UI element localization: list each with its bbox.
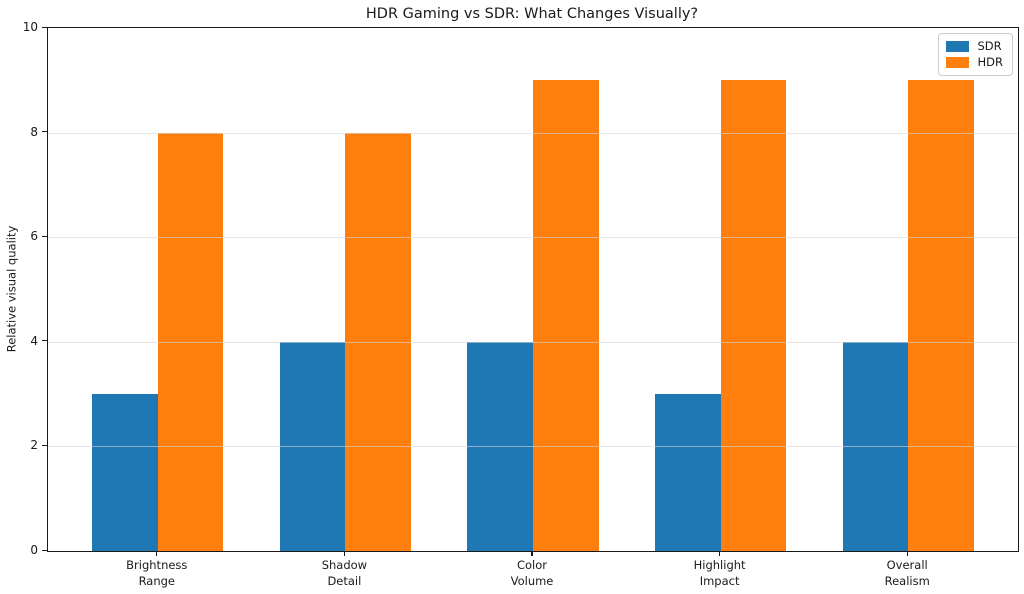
legend-label-hdr: HDR [977,54,1004,69]
x-tick-label-3: Highlight Impact [693,558,746,588]
x-tick-mark-4 [906,551,908,556]
chart-title: HDR Gaming vs SDR: What Changes Visually… [365,6,699,22]
x-tick-label-4: Overall Realism [884,558,930,588]
x-tick-label-2: Color Volume [510,558,554,588]
x-tick-mark-3 [719,551,721,556]
y-tick-label-0: 0 [30,543,38,557]
y-tick-mark-8 [42,131,47,133]
y-tick-mark-6 [42,235,47,237]
bar-sdr-0 [92,394,158,551]
x-tick-mark-2 [531,551,533,556]
legend-row-sdr: SDR [945,39,1004,55]
bar-hdr-4 [908,80,974,551]
legend-swatch-sdr [945,41,969,53]
y-axis-label: Relative visual quality [0,27,22,550]
gridline-y-8 [48,132,1018,134]
x-tick-label-1: Shadow Detail [321,558,368,588]
gridline-y-2 [48,446,1018,448]
y-tick-mark-0 [42,549,47,551]
x-tick-mark-1 [343,551,345,556]
y-tick-label-2: 2 [30,438,38,453]
plot-area: SDR HDR [47,27,1019,552]
gridline-y-4 [48,341,1018,343]
x-tick-label-0: Brightness Range [126,558,188,588]
legend-row-hdr: HDR [945,54,1004,71]
y-tick-label-8: 8 [30,124,38,139]
bar-sdr-3 [655,394,721,551]
legend: SDR HDR [937,33,1013,76]
y-tick-label-10: 10 [22,20,38,34]
gridline-y-6 [48,237,1018,239]
y-tick-label-4: 4 [30,333,38,348]
y-axis-label-text: Relative visual quality [4,225,18,352]
bar-hdr-2 [533,80,599,551]
legend-label-sdr: SDR [977,39,1002,53]
y-tick-mark-4 [42,340,47,342]
legend-swatch-hdr [945,56,969,68]
y-tick-label-6: 6 [30,229,38,244]
y-tick-mark-10 [42,26,47,28]
y-tick-mark-2 [42,444,47,447]
x-tick-mark-0 [156,551,158,556]
bar-hdr-3 [720,80,787,551]
